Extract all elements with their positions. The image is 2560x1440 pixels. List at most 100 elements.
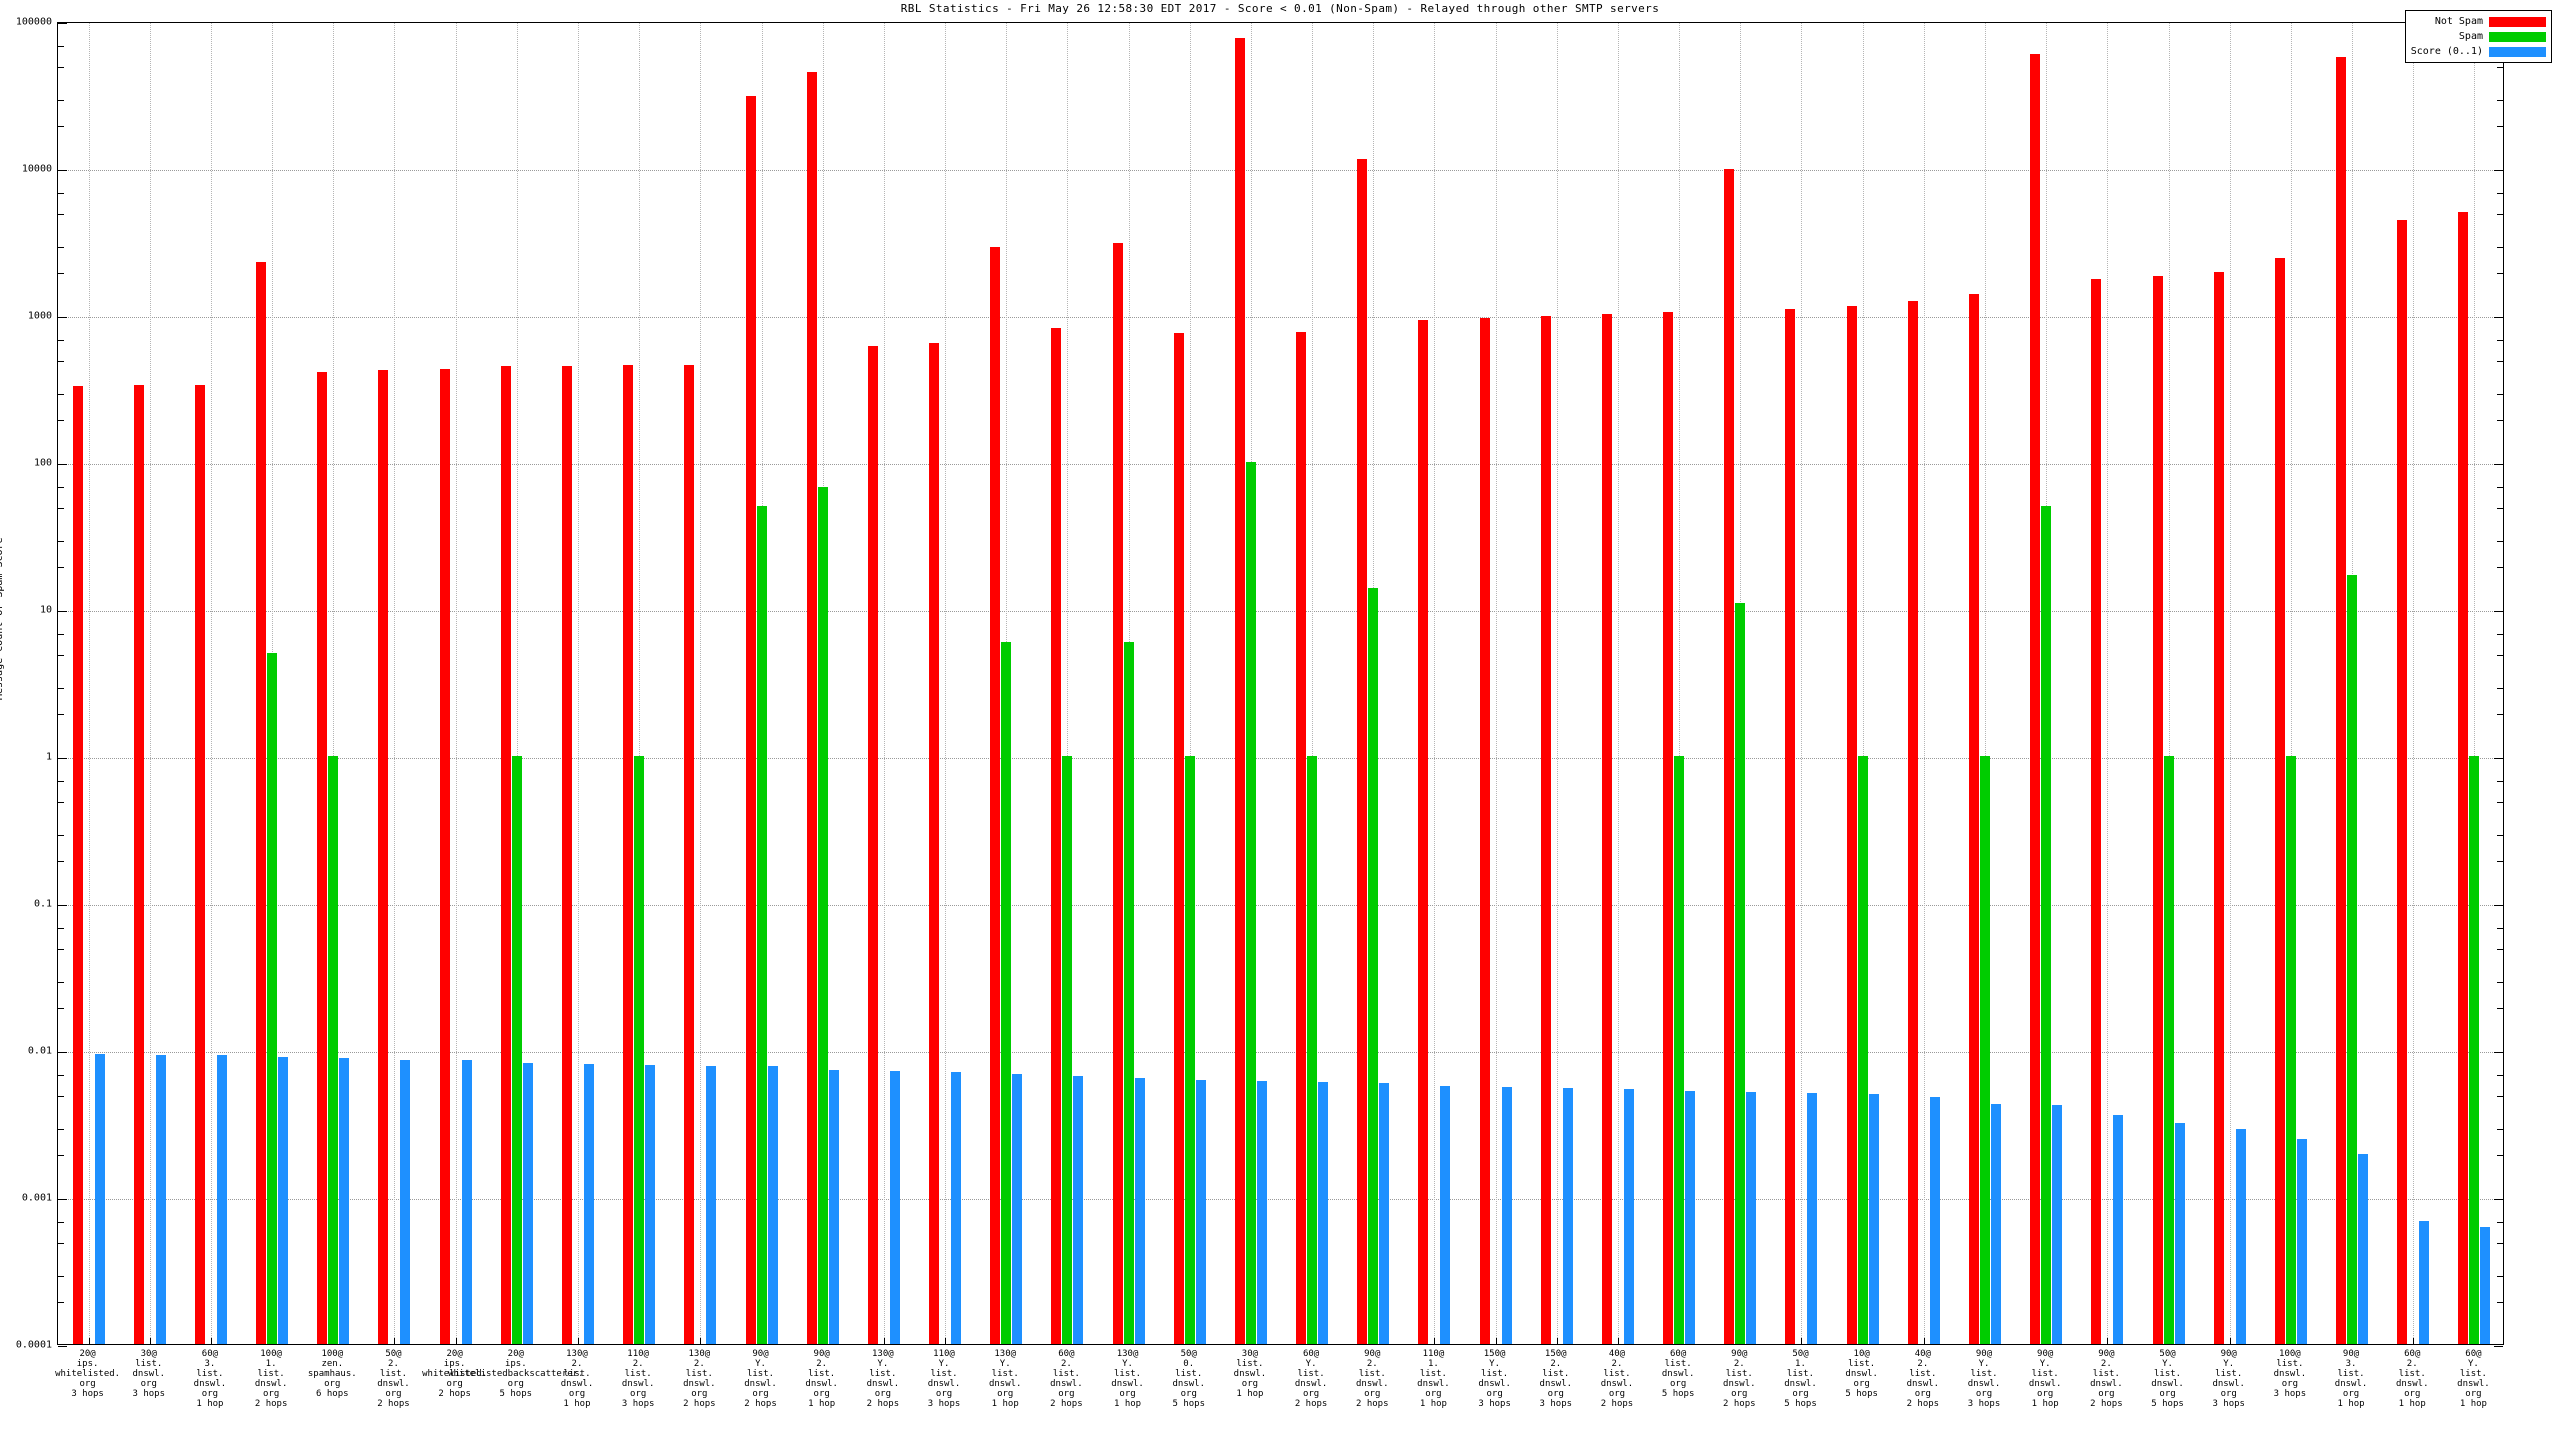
bar-not-spam[interactable] [439, 368, 450, 1344]
bar-score[interactable] [1256, 1080, 1267, 1344]
bar-group[interactable] [439, 23, 472, 1344]
bar-score[interactable] [1440, 1085, 1451, 1344]
bar-score[interactable] [1562, 1088, 1573, 1344]
bar-not-spam[interactable] [1479, 318, 1490, 1344]
bar-score[interactable] [278, 1057, 289, 1344]
bar-group[interactable] [256, 23, 289, 1344]
bar-spam[interactable] [1735, 602, 1746, 1344]
legend-item-not-spam[interactable]: Not Spam [2411, 14, 2546, 29]
bar-not-spam[interactable] [1418, 319, 1429, 1344]
bar-score[interactable] [828, 1070, 839, 1344]
bar-group[interactable] [2274, 23, 2307, 1344]
bar-spam[interactable] [2285, 756, 2296, 1344]
bar-group[interactable] [2336, 23, 2369, 1344]
bar-not-spam[interactable] [2091, 279, 2102, 1344]
bar-score[interactable] [461, 1060, 472, 1344]
bar-not-spam[interactable] [1907, 300, 1918, 1344]
bar-group[interactable] [561, 23, 594, 1344]
bar-not-spam[interactable] [1051, 327, 1062, 1344]
bar-score[interactable] [1746, 1091, 1757, 1344]
bar-score[interactable] [216, 1055, 227, 1344]
bar-group[interactable] [1357, 23, 1390, 1344]
bar-not-spam[interactable] [1540, 316, 1551, 1344]
bar-not-spam[interactable] [2213, 272, 2224, 1344]
bar-not-spam[interactable] [867, 345, 878, 1344]
bar-score[interactable] [2296, 1138, 2307, 1344]
bar-group[interactable] [2213, 23, 2246, 1344]
bar-score[interactable] [1929, 1096, 1940, 1344]
bar-spam[interactable] [1001, 641, 1012, 1344]
bar-not-spam[interactable] [2030, 53, 2041, 1344]
bar-spam[interactable] [756, 506, 767, 1344]
bar-spam[interactable] [1123, 641, 1134, 1344]
bar-not-spam[interactable] [806, 71, 817, 1344]
bar-group[interactable] [133, 23, 166, 1344]
bar-not-spam[interactable] [561, 365, 572, 1344]
bar-score[interactable] [1134, 1077, 1145, 1344]
bar-score[interactable] [1012, 1073, 1023, 1344]
bar-spam[interactable] [511, 756, 522, 1344]
bar-score[interactable] [645, 1065, 656, 1344]
bar-score[interactable] [889, 1070, 900, 1344]
bar-not-spam[interactable] [317, 371, 328, 1344]
bar-group[interactable] [1112, 23, 1145, 1344]
bar-not-spam[interactable] [2336, 56, 2347, 1344]
bar-group[interactable] [867, 23, 900, 1344]
bar-spam[interactable] [1857, 756, 1868, 1344]
bar-score[interactable] [2358, 1154, 2369, 1344]
bar-spam[interactable] [1368, 587, 1379, 1344]
bar-spam[interactable] [1062, 756, 1073, 1344]
bar-score[interactable] [94, 1053, 105, 1344]
bar-group[interactable] [72, 23, 105, 1344]
bar-spam[interactable] [2163, 756, 2174, 1344]
bar-group[interactable] [1785, 23, 1818, 1344]
bar-not-spam[interactable] [2152, 275, 2163, 1344]
bar-not-spam[interactable] [1601, 314, 1612, 1344]
bar-not-spam[interactable] [1663, 311, 1674, 1344]
bar-group[interactable] [500, 23, 533, 1344]
bar-group[interactable] [1724, 23, 1757, 1344]
bar-group[interactable] [1663, 23, 1696, 1344]
bar-group[interactable] [1479, 23, 1512, 1344]
bar-score[interactable] [1379, 1082, 1390, 1344]
bar-group[interactable] [1907, 23, 1940, 1344]
bar-score[interactable] [583, 1064, 594, 1344]
bar-group[interactable] [745, 23, 778, 1344]
bar-not-spam[interactable] [1846, 306, 1857, 1344]
bar-not-spam[interactable] [623, 364, 634, 1344]
bar-spam[interactable] [1307, 756, 1318, 1344]
bar-not-spam[interactable] [72, 385, 83, 1344]
bar-not-spam[interactable] [1785, 308, 1796, 1344]
bar-not-spam[interactable] [500, 365, 511, 1344]
bar-not-spam[interactable] [2458, 212, 2469, 1344]
bar-score[interactable] [2052, 1105, 2063, 1344]
bar-score[interactable] [1868, 1094, 1879, 1344]
bar-not-spam[interactable] [990, 247, 1001, 1344]
bar-not-spam[interactable] [256, 261, 267, 1344]
bar-group[interactable] [378, 23, 411, 1344]
bar-score[interactable] [1073, 1075, 1084, 1344]
bar-score[interactable] [706, 1065, 717, 1344]
bar-not-spam[interactable] [1296, 331, 1307, 1344]
bar-score[interactable] [1991, 1103, 2001, 1344]
bar-score[interactable] [1501, 1087, 1512, 1344]
bar-group[interactable] [623, 23, 656, 1344]
bar-spam[interactable] [1980, 756, 1990, 1344]
bar-score[interactable] [155, 1054, 166, 1344]
bar-not-spam[interactable] [133, 384, 144, 1344]
bar-spam[interactable] [2469, 756, 2480, 1344]
bar-group[interactable] [1969, 23, 2001, 1344]
bar-group[interactable] [2091, 23, 2124, 1344]
bar-score[interactable] [2419, 1220, 2430, 1344]
bar-group[interactable] [806, 23, 839, 1344]
bar-spam[interactable] [1674, 756, 1685, 1344]
bar-score[interactable] [1685, 1090, 1696, 1344]
bar-group[interactable] [1173, 23, 1206, 1344]
bar-score[interactable] [2113, 1115, 2124, 1344]
bar-group[interactable] [1296, 23, 1329, 1344]
bar-not-spam[interactable] [1234, 37, 1245, 1344]
bar-not-spam[interactable] [1724, 169, 1735, 1344]
bar-not-spam[interactable] [1173, 332, 1184, 1344]
bar-group[interactable] [2030, 23, 2063, 1344]
bar-score[interactable] [522, 1063, 533, 1344]
